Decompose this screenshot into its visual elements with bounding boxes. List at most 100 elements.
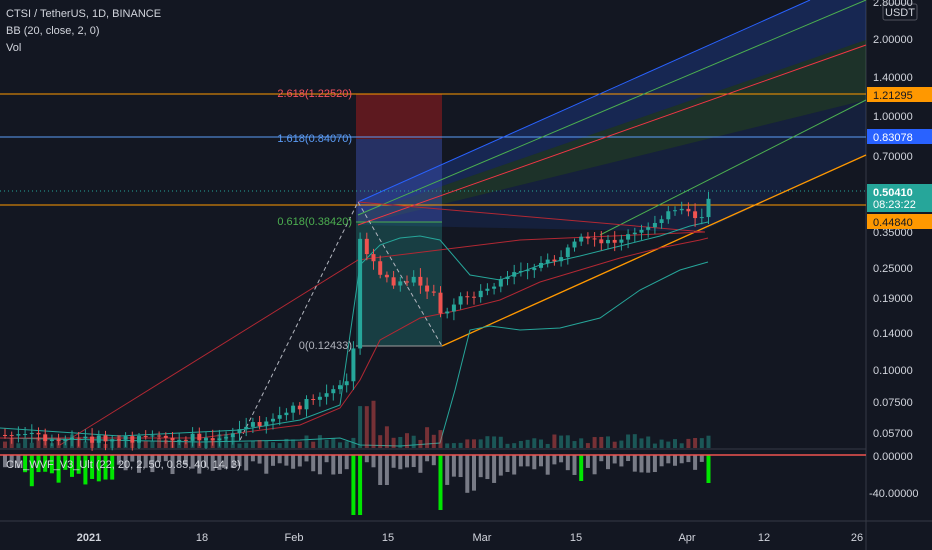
wvf-bar xyxy=(76,455,81,474)
volume-bar xyxy=(197,442,202,448)
wvf-bar xyxy=(619,455,624,467)
wvf-bar xyxy=(391,455,396,468)
time-axis[interactable]: 2021 18 Feb 15 Mar 15 Apr 12 26 xyxy=(77,532,863,544)
volume-bar xyxy=(351,437,356,448)
wvf-bar xyxy=(465,455,470,493)
volume-bar xyxy=(465,439,470,448)
wvf-bar xyxy=(351,455,356,515)
candle xyxy=(204,438,208,441)
wvf-bar xyxy=(49,455,54,474)
wvf-bar xyxy=(498,455,503,476)
current-price-tag: 0.50410 xyxy=(873,187,913,199)
volume-bar xyxy=(338,442,342,448)
wvf-bar xyxy=(3,455,7,468)
volume-bar xyxy=(451,443,456,448)
wvf-bar xyxy=(579,455,584,481)
wvf-bar xyxy=(264,455,269,474)
wvf-bar xyxy=(606,455,610,470)
wvf-bar xyxy=(224,455,229,469)
wvf-legend[interactable]: CM_WVF_V3_Ult (22, 20, 2, 50, 0.85, 40, … xyxy=(6,459,241,471)
candle xyxy=(686,208,691,212)
wvf-bar xyxy=(478,455,483,478)
bollinger-upper xyxy=(0,221,709,437)
wvf-bar xyxy=(512,455,517,475)
candle xyxy=(699,217,704,219)
candle xyxy=(70,437,74,440)
vol-legend[interactable]: Vol xyxy=(6,42,22,54)
wvf-bar xyxy=(371,455,376,468)
volume-bar xyxy=(539,439,543,448)
wvf-bar xyxy=(378,455,383,485)
wvf-bar xyxy=(679,455,684,464)
red-downtrend-line[interactable] xyxy=(357,201,706,233)
candle xyxy=(163,435,168,438)
candle xyxy=(137,436,141,443)
candle xyxy=(257,422,262,427)
wvf-bar xyxy=(693,455,698,470)
candle xyxy=(405,281,409,283)
candle xyxy=(579,236,584,242)
volume-bar xyxy=(163,439,168,448)
price-tick: 0.70000 xyxy=(873,151,913,163)
wvf-bar xyxy=(646,455,651,473)
volume-bar xyxy=(619,440,624,448)
volume-bar xyxy=(693,437,698,448)
time-tick: Mar xyxy=(473,532,492,544)
wvf-bar xyxy=(451,455,456,477)
trend-support-line[interactable] xyxy=(441,154,867,347)
candle xyxy=(16,434,21,436)
volume-bar xyxy=(190,440,195,448)
wvf-bar xyxy=(16,455,21,468)
candle xyxy=(518,271,523,273)
candle xyxy=(150,435,155,437)
volume-group xyxy=(3,400,711,448)
candle xyxy=(659,219,664,224)
volume-bar xyxy=(29,442,34,448)
volume-bar xyxy=(264,440,269,448)
candle xyxy=(36,432,41,435)
bb-legend[interactable]: BB (20, close, 2, 0) xyxy=(6,25,100,37)
currency-label[interactable]: USDT xyxy=(885,7,915,19)
wvf-bar xyxy=(137,455,141,473)
wvf-bar xyxy=(143,455,148,468)
wvf-bar xyxy=(271,455,275,466)
volume-bar xyxy=(438,430,443,448)
volume-bar xyxy=(16,443,21,448)
volume-bar xyxy=(331,438,336,448)
candle xyxy=(585,236,590,239)
candle xyxy=(639,229,644,233)
price-axis[interactable]: USDT 2.80000 2.00000 1.40000 1.00000 0.7… xyxy=(867,0,932,500)
bollinger-lower xyxy=(0,261,709,447)
volume-bar xyxy=(250,440,255,448)
wvf-bar xyxy=(472,455,476,491)
volume-bar xyxy=(458,442,463,448)
fib-label-1618: 1.618(0.84070) xyxy=(277,133,352,145)
wvf-bar xyxy=(485,455,490,480)
volume-bar xyxy=(512,443,517,448)
price-tick: 0.35000 xyxy=(873,227,913,239)
volume-bar xyxy=(177,440,182,448)
candle xyxy=(525,270,530,272)
fib-label-2618: 2.618(1.22520) xyxy=(277,88,352,100)
candle xyxy=(3,435,7,436)
candle xyxy=(652,223,657,228)
candle xyxy=(679,208,684,211)
wvf-bar xyxy=(311,455,316,472)
symbol-legend[interactable]: CTSI / TetherUS, 1D, BINANCE xyxy=(6,8,162,20)
blue-level-tag: 0.83078 xyxy=(873,132,913,144)
volume-bar xyxy=(137,435,141,448)
volume-bar xyxy=(63,439,68,448)
volume-bar xyxy=(391,437,396,448)
volume-bar xyxy=(9,438,14,448)
countdown-tag: 08:23:22 xyxy=(873,199,916,211)
volume-bar xyxy=(478,439,483,448)
volume-bar xyxy=(183,442,188,448)
wvf-bar xyxy=(204,455,208,468)
volume-bar xyxy=(525,439,530,448)
wvf-bar xyxy=(632,455,637,472)
volume-bar xyxy=(358,406,363,448)
candle xyxy=(565,247,570,258)
time-tick: 12 xyxy=(758,532,770,544)
candle xyxy=(505,276,510,279)
